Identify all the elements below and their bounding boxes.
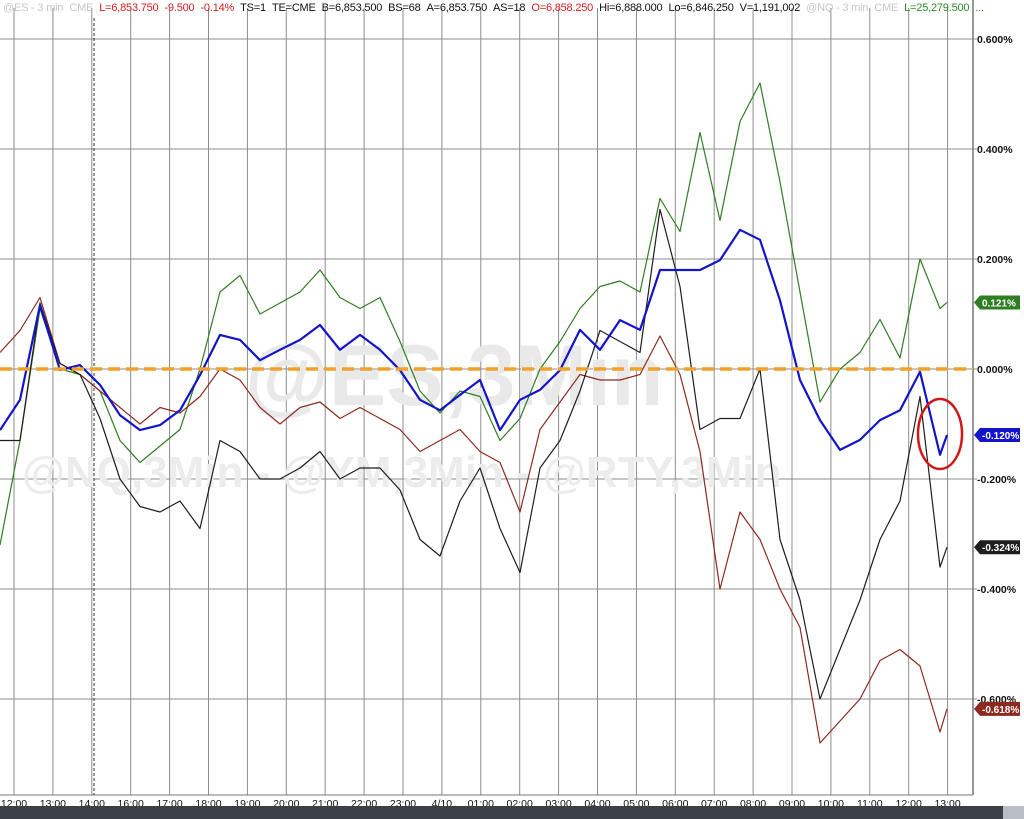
x-tick-label: 02:00 <box>507 798 533 806</box>
x-tick-label: 05:00 <box>623 798 649 806</box>
x-tick-label: 12:00 <box>896 798 922 806</box>
horizontal-scrollbar[interactable] <box>0 806 1010 819</box>
quote-header: @ES - 3 min CME L=6,853.750 -9.500 -0.14% TS=… <box>3 2 990 14</box>
x-tick-label: 22:00 <box>351 798 377 806</box>
x-tick-label: 13:00 <box>40 798 66 806</box>
x-tick-label: 06:00 <box>662 798 688 806</box>
x-tick-label: 03:00 <box>545 798 571 806</box>
series-line-3 <box>0 228 949 456</box>
highlight-circle <box>916 397 964 471</box>
watermark-sub: @NQ,3Min - @YM,3Min - @RTY,3Min <box>22 448 781 497</box>
x-tick-label: 04:00 <box>584 798 610 806</box>
last-value-badge <box>974 295 1020 310</box>
x-tick-label: 12:00 <box>1 798 27 806</box>
nq-last: L=25,279.500 <box>904 2 970 14</box>
nq-exchange: CME <box>874 2 899 14</box>
ask-size: AS=18 <box>493 2 526 14</box>
es-exchange: CME <box>69 2 94 14</box>
high-price: Hi=6,888.000 <box>599 2 663 14</box>
es-symbol: @ES - 3 min <box>3 2 64 14</box>
x-tick-label: 11:00 <box>857 798 883 806</box>
y-tick-label: -0.200% <box>977 474 1017 486</box>
x-tick-label: 18:00 <box>195 798 221 806</box>
last-value-label: -0.618% <box>982 705 1019 716</box>
last-value-badge <box>974 701 1020 716</box>
x-tick-label: 01:00 <box>468 798 494 806</box>
y-tick-label: -0.400% <box>977 584 1017 596</box>
series-lines <box>0 82 949 744</box>
ask: A=6,853.750 <box>426 2 488 14</box>
series-line-2 <box>0 208 948 700</box>
bid-size: BS=68 <box>388 2 421 14</box>
x-tick-label: 14:00 <box>79 798 105 806</box>
x-tick-label: 07:00 <box>701 798 727 806</box>
last-price: L=6,853.750 <box>99 2 159 14</box>
more-indicator: ... <box>975 2 984 14</box>
y-tick-label: 0.400% <box>977 144 1013 156</box>
bid: B=6,853.500 <box>321 2 383 14</box>
y-tick-label: 0.600% <box>977 34 1013 46</box>
last-value-label: -0.324% <box>982 543 1019 554</box>
x-tick-label: 17:00 <box>156 798 182 806</box>
low-price: Lo=6,846.250 <box>668 2 734 14</box>
volume: V=1,191,002 <box>739 2 801 14</box>
x-tick-label: 23:00 <box>390 798 416 806</box>
x-tick-label: 13:00 <box>934 798 960 806</box>
last-value-label: -0.120% <box>982 431 1019 442</box>
pct-change: -0.14% <box>200 2 235 14</box>
x-tick-label: 10:00 <box>818 798 844 806</box>
x-tick-label: 4/10 <box>432 798 453 806</box>
last-value-badge <box>974 540 1020 555</box>
x-tick-label: 08:00 <box>740 798 766 806</box>
last-value-badge <box>974 428 1020 442</box>
open-price: O=6,858.250 <box>531 2 594 14</box>
x-tick-label: 16:00 <box>118 798 144 806</box>
ts: TS=1 <box>240 2 266 14</box>
series-line-0 <box>0 82 948 546</box>
net-change: -9.500 <box>164 2 195 14</box>
watermarks: @ES,3Min @NQ,3Min - @YM,3Min - @RTY,3Min <box>22 328 781 497</box>
x-tick-label: 20:00 <box>273 798 299 806</box>
x-tick-label: 19:00 <box>234 798 260 806</box>
axes: 12:00 13:00 14:00 16:00 17:00 18:00 19:00 20:00… <box>0 0 1017 806</box>
x-tick-label: 21:00 <box>312 798 338 806</box>
series-line-1 <box>0 296 948 744</box>
scrollbar-thumb[interactable] <box>1003 806 1024 819</box>
nq-symbol: @NQ - 3 min <box>806 2 869 14</box>
y-tick-label: 0.000% <box>977 364 1013 376</box>
y-tick-label: 0.200% <box>977 254 1013 266</box>
last-value-labels: 0.121% -0.618% -0.324% -0.120% <box>974 295 1020 716</box>
te: TE=CME <box>271 2 316 14</box>
last-value-label: 0.121% <box>982 298 1016 309</box>
x-tick-label: 09:00 <box>779 798 805 806</box>
watermark-main: @ES,3Min <box>245 328 663 424</box>
